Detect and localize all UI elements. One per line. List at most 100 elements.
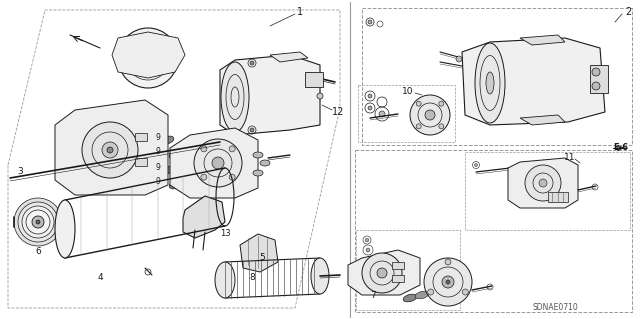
Circle shape xyxy=(250,61,254,65)
Circle shape xyxy=(22,206,54,238)
Circle shape xyxy=(229,146,235,152)
Text: 9: 9 xyxy=(156,177,161,187)
Ellipse shape xyxy=(215,262,235,298)
Bar xyxy=(135,133,147,141)
Circle shape xyxy=(474,164,477,167)
Text: 1: 1 xyxy=(297,7,303,17)
Polygon shape xyxy=(508,158,578,208)
Bar xyxy=(305,72,323,87)
Text: 13: 13 xyxy=(220,228,230,238)
Circle shape xyxy=(368,106,372,110)
Circle shape xyxy=(525,165,561,201)
Ellipse shape xyxy=(475,43,505,123)
Circle shape xyxy=(410,95,450,135)
Circle shape xyxy=(379,111,385,117)
Circle shape xyxy=(439,101,444,106)
Circle shape xyxy=(445,259,451,265)
Text: 5: 5 xyxy=(259,254,265,263)
Ellipse shape xyxy=(311,258,329,294)
Ellipse shape xyxy=(221,62,249,132)
Ellipse shape xyxy=(162,166,174,174)
Bar xyxy=(392,262,404,269)
Circle shape xyxy=(212,157,224,169)
Circle shape xyxy=(428,289,434,295)
Polygon shape xyxy=(170,128,258,198)
Polygon shape xyxy=(183,196,225,238)
Polygon shape xyxy=(520,115,565,125)
Circle shape xyxy=(424,258,472,306)
Polygon shape xyxy=(520,35,565,45)
Circle shape xyxy=(107,147,113,153)
Text: 8: 8 xyxy=(249,273,255,283)
Circle shape xyxy=(365,238,369,242)
Polygon shape xyxy=(55,100,168,195)
Circle shape xyxy=(368,94,372,98)
Polygon shape xyxy=(270,52,308,62)
Circle shape xyxy=(539,179,547,187)
Ellipse shape xyxy=(260,160,270,166)
Ellipse shape xyxy=(415,291,429,299)
Text: 9: 9 xyxy=(156,132,161,142)
Circle shape xyxy=(462,289,468,295)
Circle shape xyxy=(366,248,370,252)
Circle shape xyxy=(592,68,600,76)
Polygon shape xyxy=(240,234,278,272)
Circle shape xyxy=(18,202,58,242)
Circle shape xyxy=(201,174,207,180)
Text: 11: 11 xyxy=(564,152,576,161)
Circle shape xyxy=(416,124,421,129)
Text: 2: 2 xyxy=(625,7,631,17)
Text: 9: 9 xyxy=(156,147,161,157)
Ellipse shape xyxy=(486,72,494,94)
Circle shape xyxy=(317,76,323,82)
Ellipse shape xyxy=(253,152,263,158)
Ellipse shape xyxy=(403,294,417,302)
Ellipse shape xyxy=(169,181,180,189)
Circle shape xyxy=(439,124,444,129)
Circle shape xyxy=(143,53,153,63)
Circle shape xyxy=(416,101,421,106)
Text: 12: 12 xyxy=(332,107,344,117)
Polygon shape xyxy=(462,38,605,125)
Circle shape xyxy=(201,146,207,152)
Circle shape xyxy=(442,276,454,288)
Circle shape xyxy=(102,142,118,158)
Circle shape xyxy=(368,20,372,24)
Circle shape xyxy=(32,216,44,228)
Bar xyxy=(548,192,568,202)
Circle shape xyxy=(317,93,323,99)
Ellipse shape xyxy=(253,170,263,176)
Circle shape xyxy=(425,110,435,120)
Bar xyxy=(392,275,404,282)
Text: 10: 10 xyxy=(403,87,413,97)
Text: 9: 9 xyxy=(156,162,161,172)
Text: SDNAE0710: SDNAE0710 xyxy=(532,302,578,311)
Text: 7: 7 xyxy=(370,291,376,300)
Circle shape xyxy=(26,210,50,234)
Polygon shape xyxy=(220,55,320,135)
Circle shape xyxy=(118,28,178,88)
Text: E-6: E-6 xyxy=(613,144,628,152)
Circle shape xyxy=(82,122,138,178)
Circle shape xyxy=(377,268,387,278)
Text: 4: 4 xyxy=(97,273,103,283)
Circle shape xyxy=(229,174,235,180)
Circle shape xyxy=(592,82,600,90)
Circle shape xyxy=(36,220,40,224)
Circle shape xyxy=(250,128,254,132)
Circle shape xyxy=(446,280,450,284)
Circle shape xyxy=(136,46,160,70)
Circle shape xyxy=(194,139,242,187)
Circle shape xyxy=(456,56,462,62)
Circle shape xyxy=(362,253,402,293)
Polygon shape xyxy=(112,32,185,78)
Bar xyxy=(590,65,608,93)
Ellipse shape xyxy=(162,136,174,144)
Ellipse shape xyxy=(55,200,75,258)
Ellipse shape xyxy=(169,151,180,159)
Circle shape xyxy=(14,198,62,246)
Text: 3: 3 xyxy=(17,167,23,176)
Bar xyxy=(135,158,147,166)
Polygon shape xyxy=(348,250,420,295)
Text: 6: 6 xyxy=(35,248,41,256)
